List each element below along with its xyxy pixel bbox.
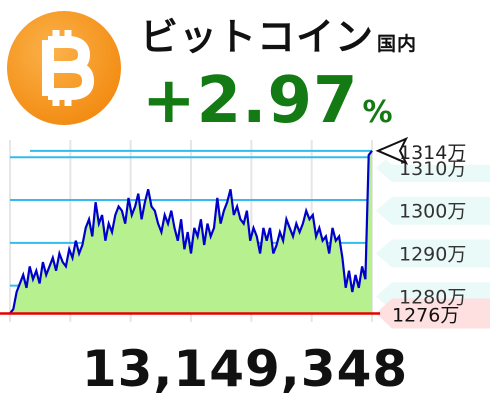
baseline-label: 1276万 <box>392 304 459 326</box>
tick-label-tag <box>376 239 490 268</box>
change-value: +2.97 <box>142 64 359 138</box>
price-area-fill <box>10 150 372 314</box>
current-value-pointer <box>375 136 409 165</box>
current-value-label: 1314万 <box>399 142 466 164</box>
title-main: ビットコイン <box>140 15 375 59</box>
y-tick-label: 1300万 <box>399 201 466 223</box>
title-sub: 国内 <box>377 33 418 55</box>
current-price: 13,149,348 <box>81 340 409 398</box>
tick-label-tag <box>376 196 490 225</box>
baseline-tag <box>376 298 490 329</box>
chart-title: ビットコイン 国内 <box>140 6 417 61</box>
y-tick-label: 1310万 <box>399 158 466 180</box>
y-tick-label: 1280万 <box>399 286 466 308</box>
y-tick-label: 1290万 <box>399 244 466 266</box>
price-line <box>9 150 373 315</box>
change-unit: % <box>362 95 393 130</box>
change-percent: +2.97% <box>142 64 393 138</box>
bitcoin-logo-icon <box>7 11 121 125</box>
